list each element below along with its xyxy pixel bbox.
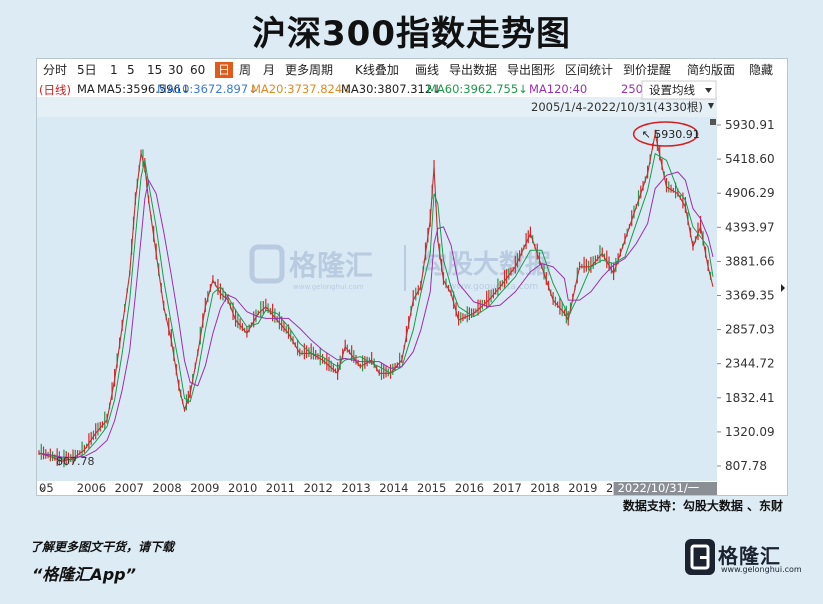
range-label: 2005/1/4-2022/10/31(4330根) [531, 100, 703, 114]
toolbar-item-11[interactable]: K线叠加 [355, 63, 399, 77]
y-tick-label: 1320.09 [725, 425, 775, 439]
watermark-brand2: 勾股大数据 [421, 250, 551, 280]
y-tick-label: 5418.60 [725, 152, 775, 166]
y-tick-label: 1832.41 [725, 391, 775, 405]
y-tick-label: 5930.91 [725, 118, 775, 132]
watermark-brand: 格隆汇 [289, 249, 373, 282]
promo-app-name: “格隆汇App” [32, 565, 136, 584]
scroll-marker-icon [710, 119, 716, 125]
brand-logo: 格隆汇 www.gelonghui.com [684, 538, 802, 578]
toolbar-item-14[interactable]: 导出图形 [507, 63, 556, 77]
current-date-label: 2022/10/31/一 [618, 481, 700, 495]
y-tick-label: 807.78 [725, 459, 767, 473]
ma-legend-item: MA20:3737.824↓ [251, 82, 352, 96]
x-tick-label: 2017 [493, 481, 522, 495]
ma-legend-item: (日线) [39, 83, 71, 97]
peak-highlight [632, 121, 699, 147]
scroll-left-icon[interactable]: « [39, 484, 45, 495]
x-tick-label: 2019 [568, 481, 597, 495]
price-chart[interactable]: 2005/1/4-2022/10/31(4330根) 设置均线格隆汇www.gel… [37, 59, 787, 495]
ma-setting-label: 设置均线 [649, 83, 695, 97]
x-tick-label: 2016 [455, 481, 484, 495]
price-series-line [38, 133, 714, 462]
toolbar-item-13[interactable]: 导出数据 [449, 63, 498, 77]
plot-area [37, 97, 717, 481]
y-tick-label: 3881.66 [725, 254, 775, 268]
ma-setting-dropdown[interactable] [641, 80, 717, 100]
x-tick-label: 2018 [530, 481, 559, 495]
x-tick-label: 2010 [228, 481, 257, 495]
x-tick-label: 2014 [379, 481, 408, 495]
current-price-marker-icon [781, 284, 785, 292]
toolbar-item-16[interactable]: 到价提醒 [623, 63, 672, 77]
toolbar-item-6[interactable]: 60 [190, 63, 206, 77]
chart-frame: 分时 5日 1 5 15 30 60 日周月更多周期 K线叠加 画线 导出数据 导出图形 区间统计 到价提… [36, 58, 788, 496]
pin-icon[interactable] [708, 103, 714, 109]
toolbar-item-9[interactable]: 月 [263, 63, 276, 77]
toolbar-item-12[interactable]: 画线 [415, 63, 440, 77]
ma-legend-item: MA120:40 [529, 82, 588, 96]
low-label: 807.78 [56, 455, 95, 468]
toolbar-item-0[interactable]: 分时 [43, 63, 68, 77]
x-tick-label: 05 [39, 481, 54, 495]
ma60-line [38, 152, 714, 461]
x-tick-label: 2011 [266, 481, 295, 495]
toolbar-item-15[interactable]: 区间统计 [565, 63, 614, 77]
watermark-logo-icon [249, 244, 285, 284]
x-tick-label: 2007 [115, 481, 144, 495]
data-source: 数据支持：勾股大数据 、东财 [622, 499, 783, 513]
y-tick-label: 2344.72 [725, 357, 775, 371]
ma-legend-item: MA10:3672.897↓ [157, 82, 258, 96]
toolbar-item-8[interactable]: 周 [239, 63, 252, 77]
watermark-brand-url: www.gelonghui.com [293, 283, 364, 291]
chevron-down-icon[interactable] [705, 88, 712, 93]
ma-legend-item: MA [77, 82, 95, 96]
ma250-line [38, 171, 714, 458]
chart-toolbar: 分时 5日 1 5 15 30 60 日周月更多周期 K线叠加 画线 导出数据 导出图形 区间统计 到价提… [37, 59, 787, 81]
y-tick-label: 2857.03 [725, 323, 775, 337]
toolbar-item-5[interactable]: 30 [168, 63, 184, 77]
watermark-brand2-url: www.gogudata.com [449, 282, 538, 292]
y-axis-panel [717, 117, 787, 481]
logo-text: 格隆汇 [718, 544, 781, 568]
toolbar-item-10[interactable]: 更多周期 [285, 63, 334, 77]
x-tick-label: 2013 [341, 481, 370, 495]
ma-legend-item: MA60:3962.755↓ [427, 82, 528, 96]
x-tick-label: 2008 [152, 481, 181, 495]
toolbar-item-4[interactable]: 15 [147, 63, 163, 77]
x-tick-label: 2009 [190, 481, 219, 495]
x-axis-bar [37, 481, 787, 495]
ma-legend-item: MA5:3596.596↓ [97, 82, 191, 96]
toolbar-item-18[interactable]: 隐藏 [749, 63, 774, 77]
y-tick-label: 4393.97 [725, 220, 775, 234]
promo-text: 了解更多图文干货，请下载 [30, 540, 175, 554]
toolbar-item-17[interactable]: 简约版面 [687, 63, 736, 77]
x-tick-label: 2015 [417, 481, 446, 495]
range-bar [37, 97, 717, 117]
logo-g-icon [685, 539, 715, 575]
y-tick-label: 3369.35 [725, 288, 775, 302]
toolbar-item-3[interactable]: 5 [127, 63, 135, 77]
x-tick-label: 2012 [304, 481, 333, 495]
peak-label: ↖ 5930.91 [642, 128, 700, 141]
logo-url: www.gelonghui.com [721, 565, 802, 574]
current-date-box [613, 482, 717, 495]
toolbar-item-2[interactable]: 1 [110, 63, 118, 77]
ma-legend-item: MA30:3807.312↓ [341, 82, 442, 96]
y-tick-label: 4906.29 [725, 186, 775, 200]
toolbar-item-7[interactable]: 日 [215, 62, 234, 78]
x-tick-label: 2006 [77, 481, 106, 495]
page-title: 沪深300指数走势图 [252, 14, 571, 54]
toolbar-item-1[interactable]: 5日 [77, 63, 97, 77]
